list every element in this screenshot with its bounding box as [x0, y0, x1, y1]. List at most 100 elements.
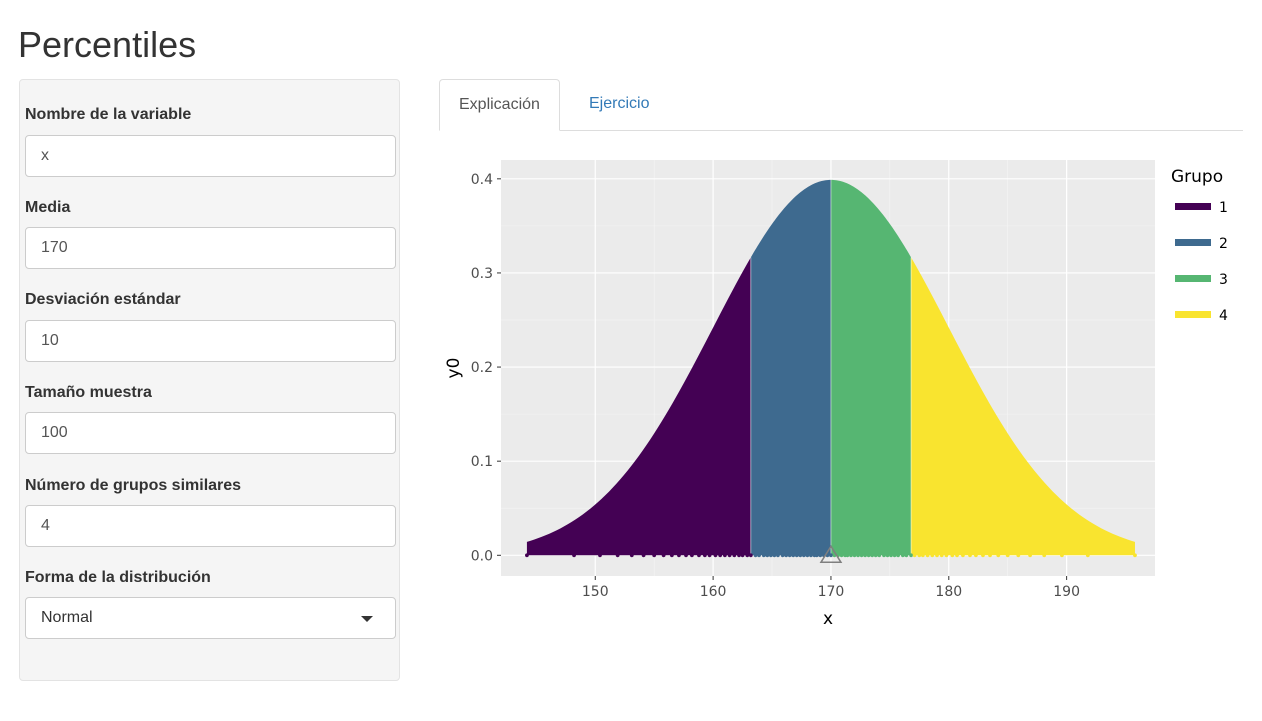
sidebar-panel: Nombre de la variable x Media 170 Desvia… [19, 79, 400, 681]
x-axis-label: x [823, 609, 833, 629]
sample-point [981, 553, 985, 558]
y-axis-label: y0 [444, 358, 464, 379]
field-label-mean: Media [25, 199, 71, 216]
y-tick-label: 0.0 [471, 548, 493, 564]
y-tick-label: 0.1 [471, 454, 493, 470]
group-area-1 [526, 257, 751, 556]
sample-point [753, 553, 758, 558]
sample-point [1060, 553, 1064, 558]
sample-point [794, 553, 799, 558]
sample-point [765, 553, 770, 558]
chevron-down-icon [361, 616, 373, 622]
sample-point [629, 553, 634, 558]
legend-swatch-1 [1175, 203, 1211, 210]
sample-point [1085, 553, 1090, 558]
sample-point [748, 553, 753, 558]
sample-point [882, 553, 886, 558]
sample-point [885, 553, 890, 558]
sample-point [870, 553, 875, 558]
sample-point [1028, 553, 1032, 558]
sample-point [722, 553, 727, 558]
field-label-variable-name: Nombre de la variable [25, 106, 192, 123]
sample-point [877, 553, 882, 558]
sample-point [1042, 553, 1047, 558]
sample-point [757, 553, 761, 558]
sample-point [776, 553, 780, 558]
sample-point [787, 553, 792, 558]
sample-point [925, 553, 930, 558]
sample-point [955, 553, 959, 558]
sample-point [917, 553, 922, 558]
sample-point [849, 553, 853, 558]
sample-point [818, 553, 823, 558]
sample-point [713, 553, 718, 558]
variable-name-input[interactable]: x [25, 135, 396, 177]
sample-point [768, 553, 773, 558]
sample-point [950, 553, 955, 558]
sample-point [909, 553, 913, 558]
distribution-select-value: Normal [41, 609, 93, 626]
sample-point [863, 553, 868, 558]
y-tick-label: 0.2 [471, 360, 493, 376]
sample-point [829, 553, 833, 558]
sample-point [727, 553, 732, 558]
tab-ejercicio[interactable]: Ejercicio [589, 95, 650, 112]
sample-point [598, 553, 602, 558]
legend-swatch-2 [1175, 239, 1211, 246]
sample-point [1133, 553, 1137, 558]
legend-swatch-4 [1175, 311, 1211, 318]
mean-marker-triangle [819, 544, 843, 564]
x-tick-label: 190 [1053, 584, 1080, 600]
sample-point [892, 553, 897, 558]
sample-point [900, 553, 905, 558]
field-label-distribution: Forma de la distribución [25, 569, 211, 586]
legend-label-4: 4 [1219, 308, 1228, 324]
legend-label-2: 2 [1219, 236, 1228, 252]
sample-point [889, 553, 893, 558]
sample-point [809, 553, 813, 558]
sample-point [845, 553, 850, 558]
sample-point [791, 553, 796, 558]
chart-container: 150 160 170 180 190 0.0 0.1 0.2 0.3 0.4 x y0 Grupo 1 2… [439, 140, 1249, 645]
std-dev-input[interactable]: 10 [25, 320, 396, 362]
sample-point [896, 553, 901, 558]
sample-point [939, 553, 944, 558]
distribution-select[interactable]: Normal [25, 597, 396, 639]
sample-point [996, 553, 1001, 558]
sample-point [852, 553, 857, 558]
group-area-2 [750, 179, 831, 556]
sample-point [641, 553, 646, 558]
group-count-input[interactable]: 4 [25, 505, 396, 547]
sample-point [784, 553, 789, 558]
sample-point [801, 553, 806, 558]
group-area-4 [911, 257, 1135, 556]
sample-point [740, 553, 745, 558]
y-tick-label: 0.3 [471, 266, 493, 282]
sample-point [944, 553, 949, 558]
sample-point [973, 553, 978, 558]
sample-point [912, 553, 917, 558]
sample-point [718, 553, 723, 558]
sample-point [988, 553, 992, 558]
sample-size-input[interactable]: 100 [25, 412, 396, 454]
sample-point [866, 553, 871, 558]
legend-label-3: 3 [1219, 272, 1228, 288]
sample-point [805, 553, 810, 558]
sample-point [930, 553, 935, 558]
sample-point [1005, 553, 1010, 558]
page-title: Percentiles [18, 24, 197, 65]
sample-point [814, 553, 819, 558]
sample-point [780, 553, 785, 558]
field-label-sample-size: Tamaño muestra [25, 384, 152, 401]
mean-input[interactable]: 170 [25, 227, 396, 269]
legend-label-1: 1 [1219, 200, 1228, 216]
x-tick-label: 170 [818, 584, 845, 600]
field-label-std-dev: Desviación estándar [25, 291, 181, 308]
sample-point [935, 553, 939, 558]
sample-point [572, 553, 576, 558]
sample-point [615, 553, 620, 558]
sample-point [856, 553, 860, 558]
legend-title: Grupo [1171, 167, 1223, 187]
sample-point [684, 553, 688, 558]
tab-explicacion[interactable]: Explicación [439, 79, 560, 131]
